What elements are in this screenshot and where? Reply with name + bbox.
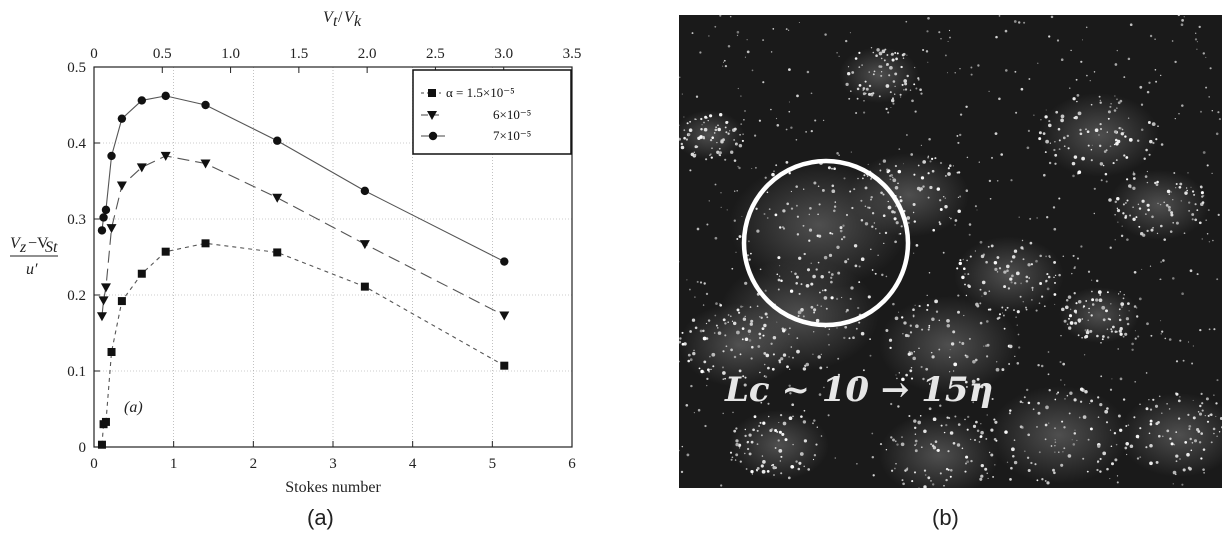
data-point <box>107 151 116 161</box>
data-point <box>360 186 370 196</box>
series-1 <box>97 239 509 449</box>
series-layer <box>96 91 510 449</box>
svg-text:k: k <box>354 13 362 30</box>
data-point <box>500 257 509 266</box>
series-2 <box>96 151 510 322</box>
top-x-tick-label: 3.0 <box>494 46 513 62</box>
svg-text:−V: −V <box>28 235 49 252</box>
data-point <box>499 311 510 321</box>
top-x-tick-label: 0.5 <box>153 46 172 62</box>
data-point <box>106 224 117 234</box>
series-line <box>101 242 505 445</box>
data-point <box>97 226 107 235</box>
y-tick-label-origin: 0 <box>79 440 87 456</box>
legend-entry-2: 6×10⁻⁵ <box>493 107 531 122</box>
data-point <box>160 151 171 161</box>
x-tick-label: 1 <box>170 456 178 472</box>
legend-marker-square <box>428 89 436 97</box>
top-x-tick-label: 0 <box>90 46 98 62</box>
chart-panel-a: 0 1 2 3 4 5 60.10.20.30.40.500 0.5 1.0 1.5 2.0 2.5 3… <box>10 9 581 496</box>
svg-text:V: V <box>323 9 335 26</box>
svg-text:/: / <box>338 9 343 26</box>
top-x-tick-label: 1.5 <box>289 46 308 62</box>
data-point <box>96 312 107 322</box>
x-axis-label: Stokes number <box>285 479 381 496</box>
data-point <box>97 440 106 449</box>
caption-a: (a) <box>307 505 334 530</box>
data-point <box>359 240 370 250</box>
data-point <box>500 361 509 370</box>
plot-annotation: (a) <box>124 399 143 416</box>
y-tick-label: 0.3 <box>67 212 86 228</box>
x-tick-label: 6 <box>568 456 576 472</box>
x-tick-label: 2 <box>250 456 258 472</box>
photo-haze <box>679 47 1222 488</box>
svg-text:V: V <box>344 9 356 26</box>
svg-text:u′: u′ <box>26 261 38 278</box>
svg-text:t: t <box>333 13 338 30</box>
cluster-photo: Lc ~ 10 → 15η <box>679 15 1222 488</box>
data-point <box>272 193 283 203</box>
y-axis-label: V z −V St u′ <box>10 235 58 278</box>
x-tick-label: 4 <box>409 456 417 472</box>
data-point <box>273 248 282 257</box>
data-point <box>107 348 116 356</box>
legend-marker-triangle <box>427 111 437 120</box>
data-point <box>117 114 127 123</box>
data-point <box>201 239 210 248</box>
legend-entry-3: 7×10⁻⁵ <box>493 128 531 143</box>
x-tick-label: 0 <box>90 456 98 472</box>
data-point <box>99 213 108 222</box>
data-point <box>98 296 109 306</box>
legend-entry-1: α = 1.5×10⁻⁵ <box>446 85 515 100</box>
legend: α = 1.5×10⁻⁵ 6×10⁻⁵ 7×10⁻⁵ <box>412 69 572 155</box>
cluster-length-label: Lc ~ 10 → 15η <box>725 370 994 410</box>
data-point <box>101 417 110 426</box>
top-x-axis-label: V t / V k <box>323 9 362 30</box>
series-3 <box>97 91 509 266</box>
svg-text:z: z <box>19 239 27 256</box>
cluster-circle-marker <box>741 158 911 328</box>
data-point <box>360 282 369 291</box>
legend-marker-circle <box>428 131 438 141</box>
data-point <box>117 297 126 306</box>
top-x-tick-label: 2.5 <box>426 46 445 62</box>
data-point <box>273 136 282 145</box>
y-tick-label: 0.5 <box>67 60 86 76</box>
series-line <box>101 155 505 317</box>
axis-ticks: 0 1 2 3 4 5 60.10.20.30.40.500 0.5 1.0 1.5 2.0 2.5 3… <box>67 46 581 472</box>
data-point <box>116 181 127 191</box>
data-point <box>161 91 170 101</box>
top-x-tick-label: 1.0 <box>221 46 240 62</box>
y-tick-label: 0.4 <box>67 136 86 152</box>
top-x-tick-label: 3.5 <box>563 46 582 62</box>
data-point <box>101 205 111 215</box>
data-point <box>200 159 211 169</box>
y-tick-label: 0.1 <box>67 364 86 380</box>
data-point <box>136 163 147 173</box>
data-point <box>201 100 210 110</box>
caption-b: (b) <box>932 505 959 530</box>
legend-box <box>412 69 572 155</box>
svg-text:V: V <box>10 235 22 252</box>
y-tick-label: 0.2 <box>67 288 86 304</box>
x-tick-label: 3 <box>329 456 337 472</box>
data-point <box>161 247 170 256</box>
data-point <box>137 96 146 105</box>
top-x-tick-label: 2.0 <box>358 46 377 62</box>
x-tick-label: 5 <box>489 456 497 472</box>
data-point <box>137 269 146 278</box>
svg-text:St: St <box>45 239 58 256</box>
particle-speckles <box>679 15 1222 488</box>
data-point <box>100 283 111 293</box>
